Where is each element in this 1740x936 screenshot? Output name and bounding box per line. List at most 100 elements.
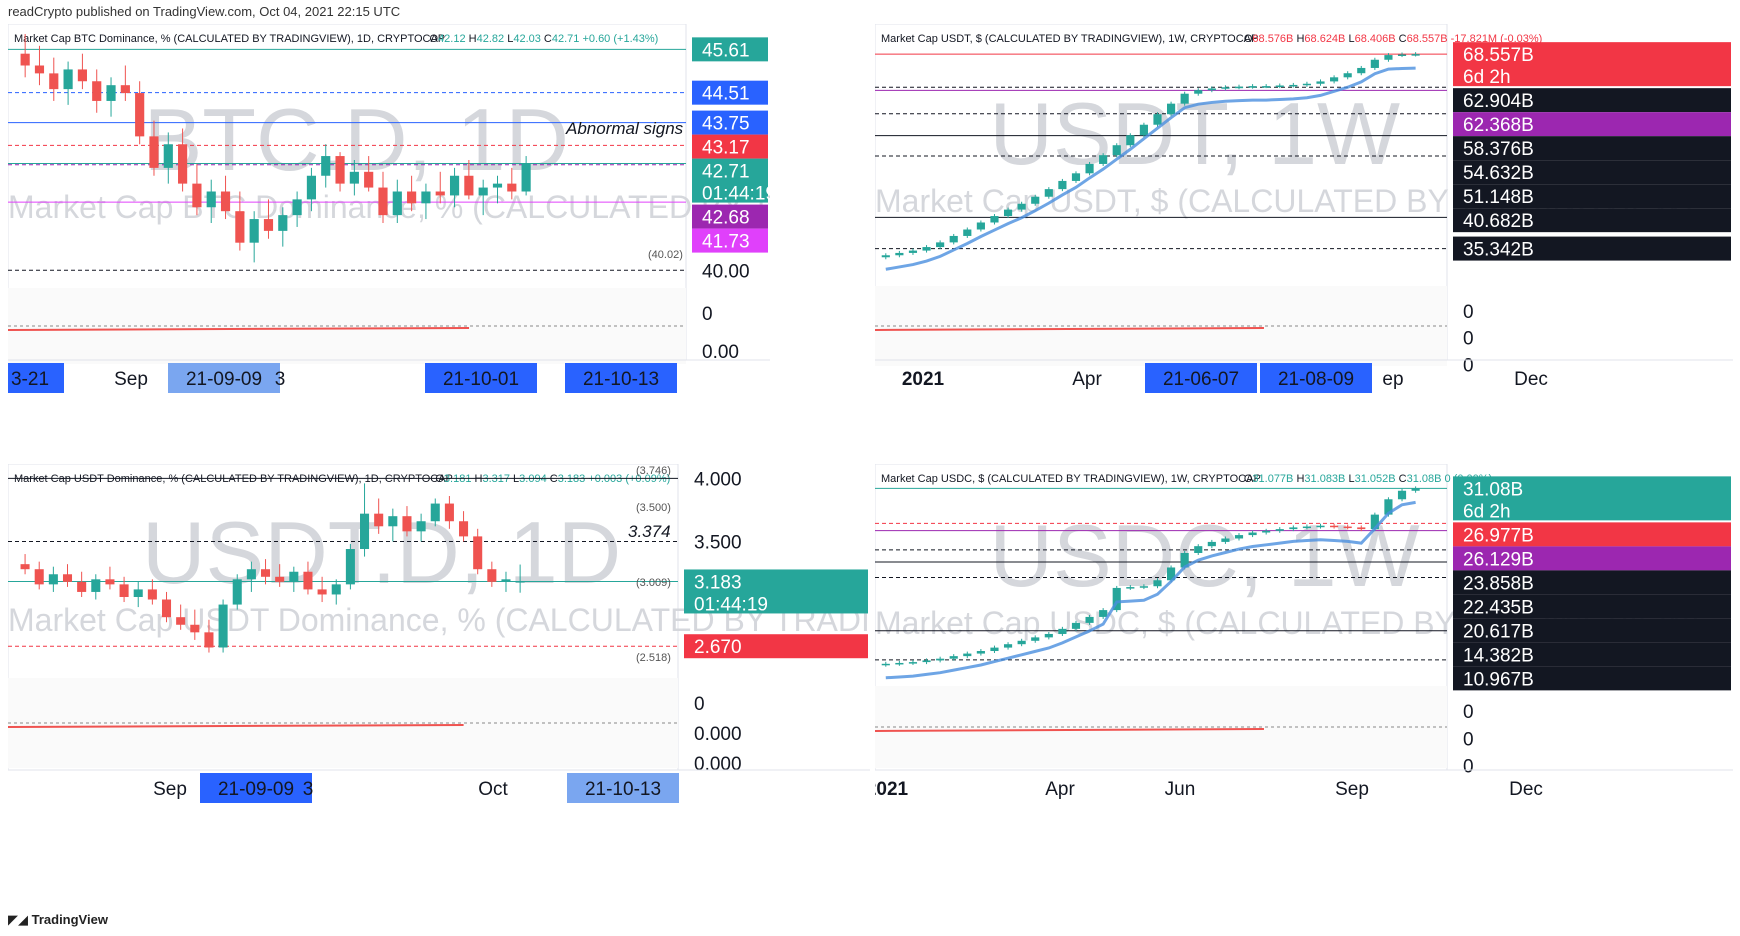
x-axis-tick: 2021 [875,779,909,800]
candle-body [77,69,87,82]
ohlc-change: +0.60 (+1.43%) [582,33,658,45]
price-label-box [1453,666,1731,691]
x-axis-date-label: 21-10-13 [585,779,661,800]
price-label-box [684,634,868,659]
candle-body [1112,587,1121,611]
price-label: 42.71 [702,162,750,183]
price-label-box [1453,546,1731,571]
x-axis-date-label: 21-06-07 [1163,369,1239,390]
candle-body [1397,490,1407,500]
ohlc-l: L [1348,33,1354,45]
price-label-box [1453,42,1731,87]
candle-body [1370,59,1379,68]
x-axis-date-box [567,773,679,803]
candle-body [1275,85,1284,88]
ohlc-o-value: 31.077B [1252,473,1296,485]
candle-body [388,516,398,527]
ohlc-c: C [1399,473,1407,485]
ohlc-l-value: 68.406B [1355,33,1399,45]
candle-body [507,183,517,192]
x-axis-date-label: 21-09-09 [186,369,262,390]
oscillator-background [8,678,678,768]
candle-body [1044,633,1053,638]
price-label: 43.75 [702,114,750,135]
price-label-box [692,80,768,105]
annotation: (3.009) [636,577,671,589]
candle-body [263,219,274,231]
candle-body [91,579,101,592]
x-axis-date-label: 21-10-13 [583,369,659,390]
candle-body [1003,209,1013,217]
price-label-box [1453,208,1731,233]
candle-body [936,658,945,661]
candle-body [331,584,341,595]
candle-body [190,624,200,633]
candle-body [1058,180,1067,190]
x-axis-date-label: 21-08-09 [1278,369,1354,390]
candle-body [135,93,145,137]
ohlc-h: H [1296,473,1304,485]
ohlc-c: C [544,33,552,45]
price-label: 23.858B [1463,573,1534,594]
candle-body [235,211,245,243]
usdt-marketcap-chart[interactable]: USDT, 1W Market Cap USDT, $ (CALCULATED B… [875,24,1733,464]
candle-body [1262,86,1271,88]
price-label: 62.904B [1463,91,1534,112]
candle-body [936,242,945,248]
price-label: 44.51 [702,84,750,105]
footer-brand: ◤◢ TradingView [8,912,108,928]
candle-body [1330,525,1339,528]
moving-average-line [885,500,1416,680]
price-label-box [1453,236,1731,261]
candle-body [1071,173,1081,181]
candle-body [378,187,388,216]
candle-body [416,521,426,532]
candle-body [163,144,173,168]
candle-body [1289,84,1298,87]
x-axis-tick: Apr [1072,369,1102,390]
candle-body [77,581,87,592]
candle-body [204,632,214,648]
candle-body [1044,189,1053,197]
candle-body [1397,54,1407,56]
ohlc-readout: O31.077B H31.083B L31.052B C31.08B 0 (0.… [1244,473,1492,485]
oscillator-axis-label: 0 [694,694,705,715]
candle-body [1357,67,1366,74]
candle-body [895,662,904,665]
candle-body [278,215,288,231]
candle-body [990,647,999,652]
candle-body [521,163,531,192]
candle-body [1207,541,1216,547]
candle-body [1017,640,1026,645]
price-label-box [1453,594,1731,619]
ohlc-c-value: 31.08B [1407,473,1445,485]
ohlc-h: H [1296,33,1304,45]
ohlc-l: L [513,473,519,485]
candle-body [275,576,285,582]
x-axis-date-box [200,773,312,803]
x-axis-tick: Sep [114,369,148,390]
oscillator-line [8,327,470,331]
price-label: 14.382B [1463,645,1534,666]
price-label: 43.17 [702,138,750,159]
candle-body [1302,83,1312,86]
price-label-box [692,204,768,229]
x-axis-tick: Jun [1165,779,1196,800]
x-axis-date-box [425,363,537,393]
candle-body [249,219,259,243]
x-axis-tick: 3 [275,369,286,390]
chart-title: Market Cap USDC, $ (CALCULATED BY TRADIN… [881,473,1261,485]
candle-body [20,53,30,66]
price-label-box [684,569,868,614]
price-label-box [1453,112,1731,137]
usdc-marketcap-chart[interactable]: USDC, 1W Market Cap USDC, $ (CALCULATED B… [875,464,1733,900]
candle-body [464,175,474,196]
candle-body [1357,527,1366,530]
chart-title: Market Cap USDT Dominance, % (CALCULATED… [14,473,453,485]
ohlc-h: H [475,473,483,485]
price-label-box [1453,522,1731,547]
candle-body [1194,90,1203,94]
candle-body [120,85,130,94]
